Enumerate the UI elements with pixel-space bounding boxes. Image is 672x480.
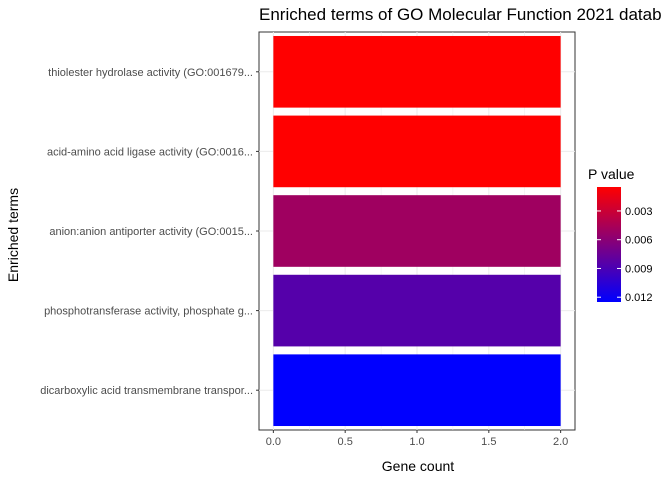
x-tick-label: 2.0 bbox=[553, 436, 568, 448]
legend-tick-label: 0.003 bbox=[625, 206, 653, 218]
y-axis-title: Enriched terms bbox=[5, 188, 21, 282]
bar bbox=[273, 115, 561, 188]
y-tick-label: phosphotransferase activity, phosphate g… bbox=[44, 306, 253, 318]
y-tick-label: thiolester hydrolase activity (GO:001679… bbox=[48, 67, 253, 79]
x-tick-label: 0.0 bbox=[266, 436, 281, 448]
bars bbox=[273, 35, 561, 427]
y-tick-label: dicarboxylic acid transmembrane transpor… bbox=[40, 385, 253, 397]
legend-colorbar bbox=[597, 187, 621, 302]
legend-tick-label: 0.012 bbox=[625, 292, 653, 304]
color-legend: P value 0.003 0.006 0.009 0.012 bbox=[588, 166, 653, 304]
legend-ticks: 0.003 0.006 0.009 0.012 bbox=[597, 206, 653, 304]
bar bbox=[273, 274, 561, 347]
x-tick-label: 0.5 bbox=[338, 436, 353, 448]
x-tick-label: 1.0 bbox=[409, 436, 424, 448]
x-axis-ticks: 0.0 0.5 1.0 1.5 2.0 bbox=[266, 430, 568, 448]
x-axis-title: Gene count bbox=[382, 458, 454, 474]
legend-tick-label: 0.009 bbox=[625, 263, 653, 275]
y-axis-ticks: thiolester hydrolase activity (GO:001679… bbox=[40, 67, 259, 397]
legend-tick-label: 0.006 bbox=[625, 235, 653, 247]
y-tick-label: anion:anion antiporter activity (GO:0015… bbox=[49, 226, 253, 238]
bar bbox=[273, 354, 561, 427]
bar bbox=[273, 195, 561, 267]
chart-title: Enriched terms of GO Molecular Function … bbox=[259, 5, 662, 24]
y-tick-label: acid-amino acid ligase activity (GO:0016… bbox=[47, 146, 253, 158]
x-tick-label: 1.5 bbox=[481, 436, 496, 448]
bar bbox=[273, 35, 561, 108]
legend-title: P value bbox=[588, 166, 635, 182]
